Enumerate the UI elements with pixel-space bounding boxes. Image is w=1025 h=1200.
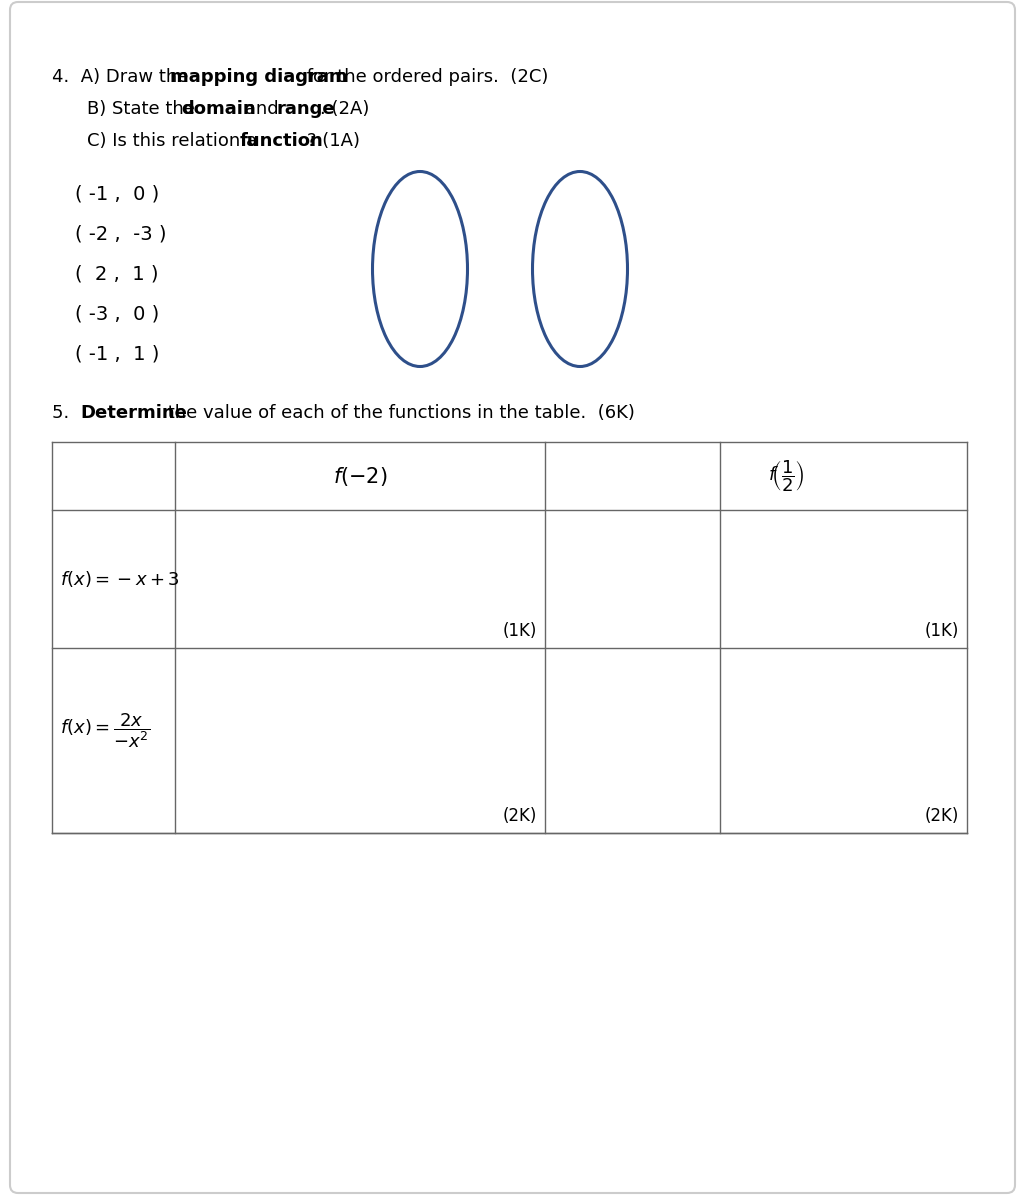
Text: (2K): (2K)	[502, 806, 537, 826]
Text: range: range	[277, 100, 335, 118]
Text: ( -1 ,  1 ): ( -1 , 1 )	[75, 344, 159, 362]
Text: mapping diagram: mapping diagram	[170, 68, 347, 86]
Text: Determine: Determine	[80, 404, 187, 422]
Ellipse shape	[372, 172, 467, 366]
Text: 5.: 5.	[52, 404, 81, 422]
Text: for the ordered pairs.  (2C): for the ordered pairs. (2C)	[301, 68, 548, 86]
Text: $f\!\left(\dfrac{1}{2}\right)$: $f\!\left(\dfrac{1}{2}\right)$	[768, 458, 805, 494]
Text: $f(x)=-x+3$: $f(x)=-x+3$	[60, 569, 180, 589]
Text: 4.  A) Draw the: 4. A) Draw the	[52, 68, 194, 86]
Text: (1K): (1K)	[502, 622, 537, 640]
Text: ? (1A): ? (1A)	[308, 132, 360, 150]
Text: (2K): (2K)	[925, 806, 959, 826]
Text: and: and	[239, 100, 284, 118]
Text: ( -1 ,  0 ): ( -1 , 0 )	[75, 184, 159, 203]
Text: function: function	[240, 132, 324, 150]
Text: . (2A): . (2A)	[320, 100, 369, 118]
Text: B) State the: B) State the	[87, 100, 201, 118]
Text: ( -3 ,  0 ): ( -3 , 0 )	[75, 304, 159, 323]
Text: the value of each of the functions in the table.  (6K): the value of each of the functions in th…	[162, 404, 634, 422]
FancyBboxPatch shape	[10, 2, 1015, 1193]
Text: (1K): (1K)	[925, 622, 959, 640]
Ellipse shape	[533, 172, 627, 366]
Text: (  2 ,  1 ): ( 2 , 1 )	[75, 264, 159, 283]
Text: domain: domain	[181, 100, 255, 118]
Text: ( -2 ,  -3 ): ( -2 , -3 )	[75, 224, 166, 242]
Text: $f(-2)$: $f(-2)$	[333, 464, 387, 487]
Text: $f(x)=\dfrac{2x}{-x^2}$: $f(x)=\dfrac{2x}{-x^2}$	[60, 712, 151, 750]
Text: C) Is this relation a: C) Is this relation a	[87, 132, 262, 150]
Bar	[52, 442, 967, 833]
